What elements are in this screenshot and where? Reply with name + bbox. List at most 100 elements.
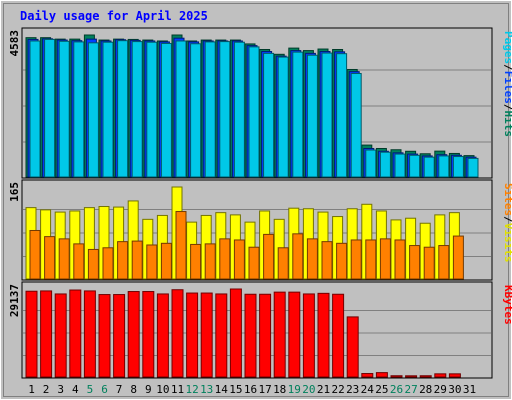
bar-kbytes-day-25: [375, 372, 388, 378]
bar-sites-day-27: [409, 245, 421, 280]
bar-pages-day-1: [29, 40, 41, 178]
x-tick-label-day-18: 18: [273, 383, 286, 396]
bar-kbytes-day-21: [317, 292, 330, 378]
bar-sites-day-25: [379, 238, 391, 280]
bar-sites-day-28: [423, 246, 435, 280]
bar-pages-day-18: [277, 56, 289, 178]
bar-sites-day-7: [117, 241, 129, 280]
bar-sites-day-19: [292, 233, 304, 280]
x-tick-label-day-28: 28: [419, 383, 432, 396]
x-tick-label-day-1: 1: [28, 383, 35, 396]
x-tick-label-day-25: 25: [375, 383, 388, 396]
bar-kbytes-day-17: [259, 293, 272, 378]
bar-pages-day-26: [394, 153, 406, 178]
bar-pages-day-31: [467, 157, 479, 178]
legend-hits: Hits: [502, 111, 512, 138]
x-tick-label-day-15: 15: [229, 383, 242, 396]
bar-kbytes-day-18: [273, 291, 286, 378]
x-tick-label-day-2: 2: [43, 383, 50, 396]
bar-pages-day-21: [321, 52, 333, 178]
x-tick-label-day-22: 22: [331, 383, 344, 396]
bar-kbytes-day-2: [40, 290, 53, 378]
bar-sites-day-13: [204, 243, 216, 280]
bar-pages-day-13: [204, 41, 216, 178]
x-tick-label-day-27: 27: [404, 383, 417, 396]
inner-frame: [3, 3, 509, 397]
bar-sites-day-8: [131, 240, 143, 280]
bar-pages-day-22: [336, 53, 348, 178]
panel1-ymax-label: 4583: [8, 30, 21, 57]
bar-pages-day-3: [58, 40, 70, 178]
bar-kbytes-day-6: [98, 294, 111, 378]
bar-kbytes-day-29: [434, 373, 447, 378]
legend-visits: Visits: [502, 223, 512, 263]
hits-files-pages-panel: [21, 27, 493, 179]
bar-pages-day-24: [365, 149, 377, 178]
bar-pages-day-27: [409, 154, 421, 178]
x-tick-label-day-24: 24: [361, 383, 375, 396]
bar-sites-day-23: [350, 239, 362, 280]
legend-sep-2: /: [502, 104, 512, 111]
x-tick-label-day-5: 5: [87, 383, 94, 396]
bar-kbytes-day-8: [127, 291, 140, 378]
legend-sites: Sites: [502, 183, 512, 216]
bar-pages-day-20: [306, 54, 318, 178]
x-tick-label-day-6: 6: [101, 383, 108, 396]
x-tick-label-day-23: 23: [346, 383, 359, 396]
bar-kbytes-day-3: [54, 293, 67, 378]
legend-sep-3: /: [502, 216, 512, 223]
x-tick-label-day-7: 7: [116, 383, 123, 396]
x-tick-label-day-4: 4: [72, 383, 79, 396]
panel3-ymax-label: 29137: [8, 284, 21, 317]
bar-kbytes-day-27: [405, 375, 418, 378]
legend-pages: Pages: [502, 31, 512, 64]
bar-sites-day-10: [160, 242, 172, 280]
x-tick-label-day-8: 8: [130, 383, 137, 396]
kbytes-panel: [21, 281, 493, 379]
x-tick-label-day-11: 11: [171, 383, 184, 396]
bar-kbytes-day-9: [142, 291, 155, 378]
x-tick-label-day-19: 19: [288, 383, 301, 396]
bar-sites-day-6: [102, 247, 114, 280]
bar-sites-day-1: [29, 229, 41, 280]
bar-kbytes-day-22: [332, 293, 345, 378]
bar-kbytes-day-11: [171, 289, 184, 378]
bar-sites-day-12: [190, 243, 202, 280]
x-axis-labels: 1 2 3 4 5 6 7 8 9 10 11 12 13 14 15 16 17 18 19 20 21 22 23 24 2…: [28, 383, 476, 396]
bar-kbytes-day-15: [229, 288, 242, 378]
x-tick-label-day-20: 20: [302, 383, 315, 396]
x-tick-label-day-3: 3: [57, 383, 64, 396]
bar-pages-day-6: [102, 41, 114, 178]
bar-pages-day-8: [131, 41, 143, 178]
x-tick-label-day-29: 29: [434, 383, 447, 396]
chart-title: Daily usage for April 2025: [20, 9, 208, 23]
bar-kbytes-day-30: [448, 373, 461, 378]
bar-pages-day-29: [438, 155, 450, 178]
bar-pages-day-9: [146, 41, 158, 178]
bar-kbytes-day-1: [25, 290, 38, 378]
bar-pages-day-16: [248, 46, 260, 178]
bar-pages-day-10: [160, 42, 172, 178]
legend-pages-files-hits: Pages/Files/Hits: [502, 31, 512, 137]
bar-kbytes-day-16: [244, 293, 257, 378]
bar-sites-day-22: [336, 242, 348, 280]
bar-sites-day-29: [438, 245, 450, 280]
bar-pages-day-15: [233, 41, 245, 178]
bar-kbytes-day-26: [390, 375, 403, 378]
bar-pages-day-14: [219, 41, 231, 178]
legend-files: Files: [502, 71, 512, 104]
bar-sites-day-9: [146, 244, 158, 280]
bar-pages-day-12: [190, 43, 202, 178]
bar-kbytes-day-23: [346, 316, 359, 378]
bar-sites-day-24: [365, 239, 377, 280]
bar-pages-day-7: [117, 40, 129, 178]
visits-sites-panel: [21, 179, 493, 281]
bar-kbytes-day-19: [288, 291, 301, 378]
bar-sites-day-16: [248, 246, 260, 280]
bar-pages-day-4: [73, 41, 85, 178]
bar-pages-day-11: [175, 40, 187, 178]
bar-sites-day-11: [175, 211, 187, 280]
bar-kbytes-day-28: [419, 375, 432, 378]
bar-sites-day-5: [87, 248, 99, 280]
bar-sites-day-30: [452, 235, 464, 280]
